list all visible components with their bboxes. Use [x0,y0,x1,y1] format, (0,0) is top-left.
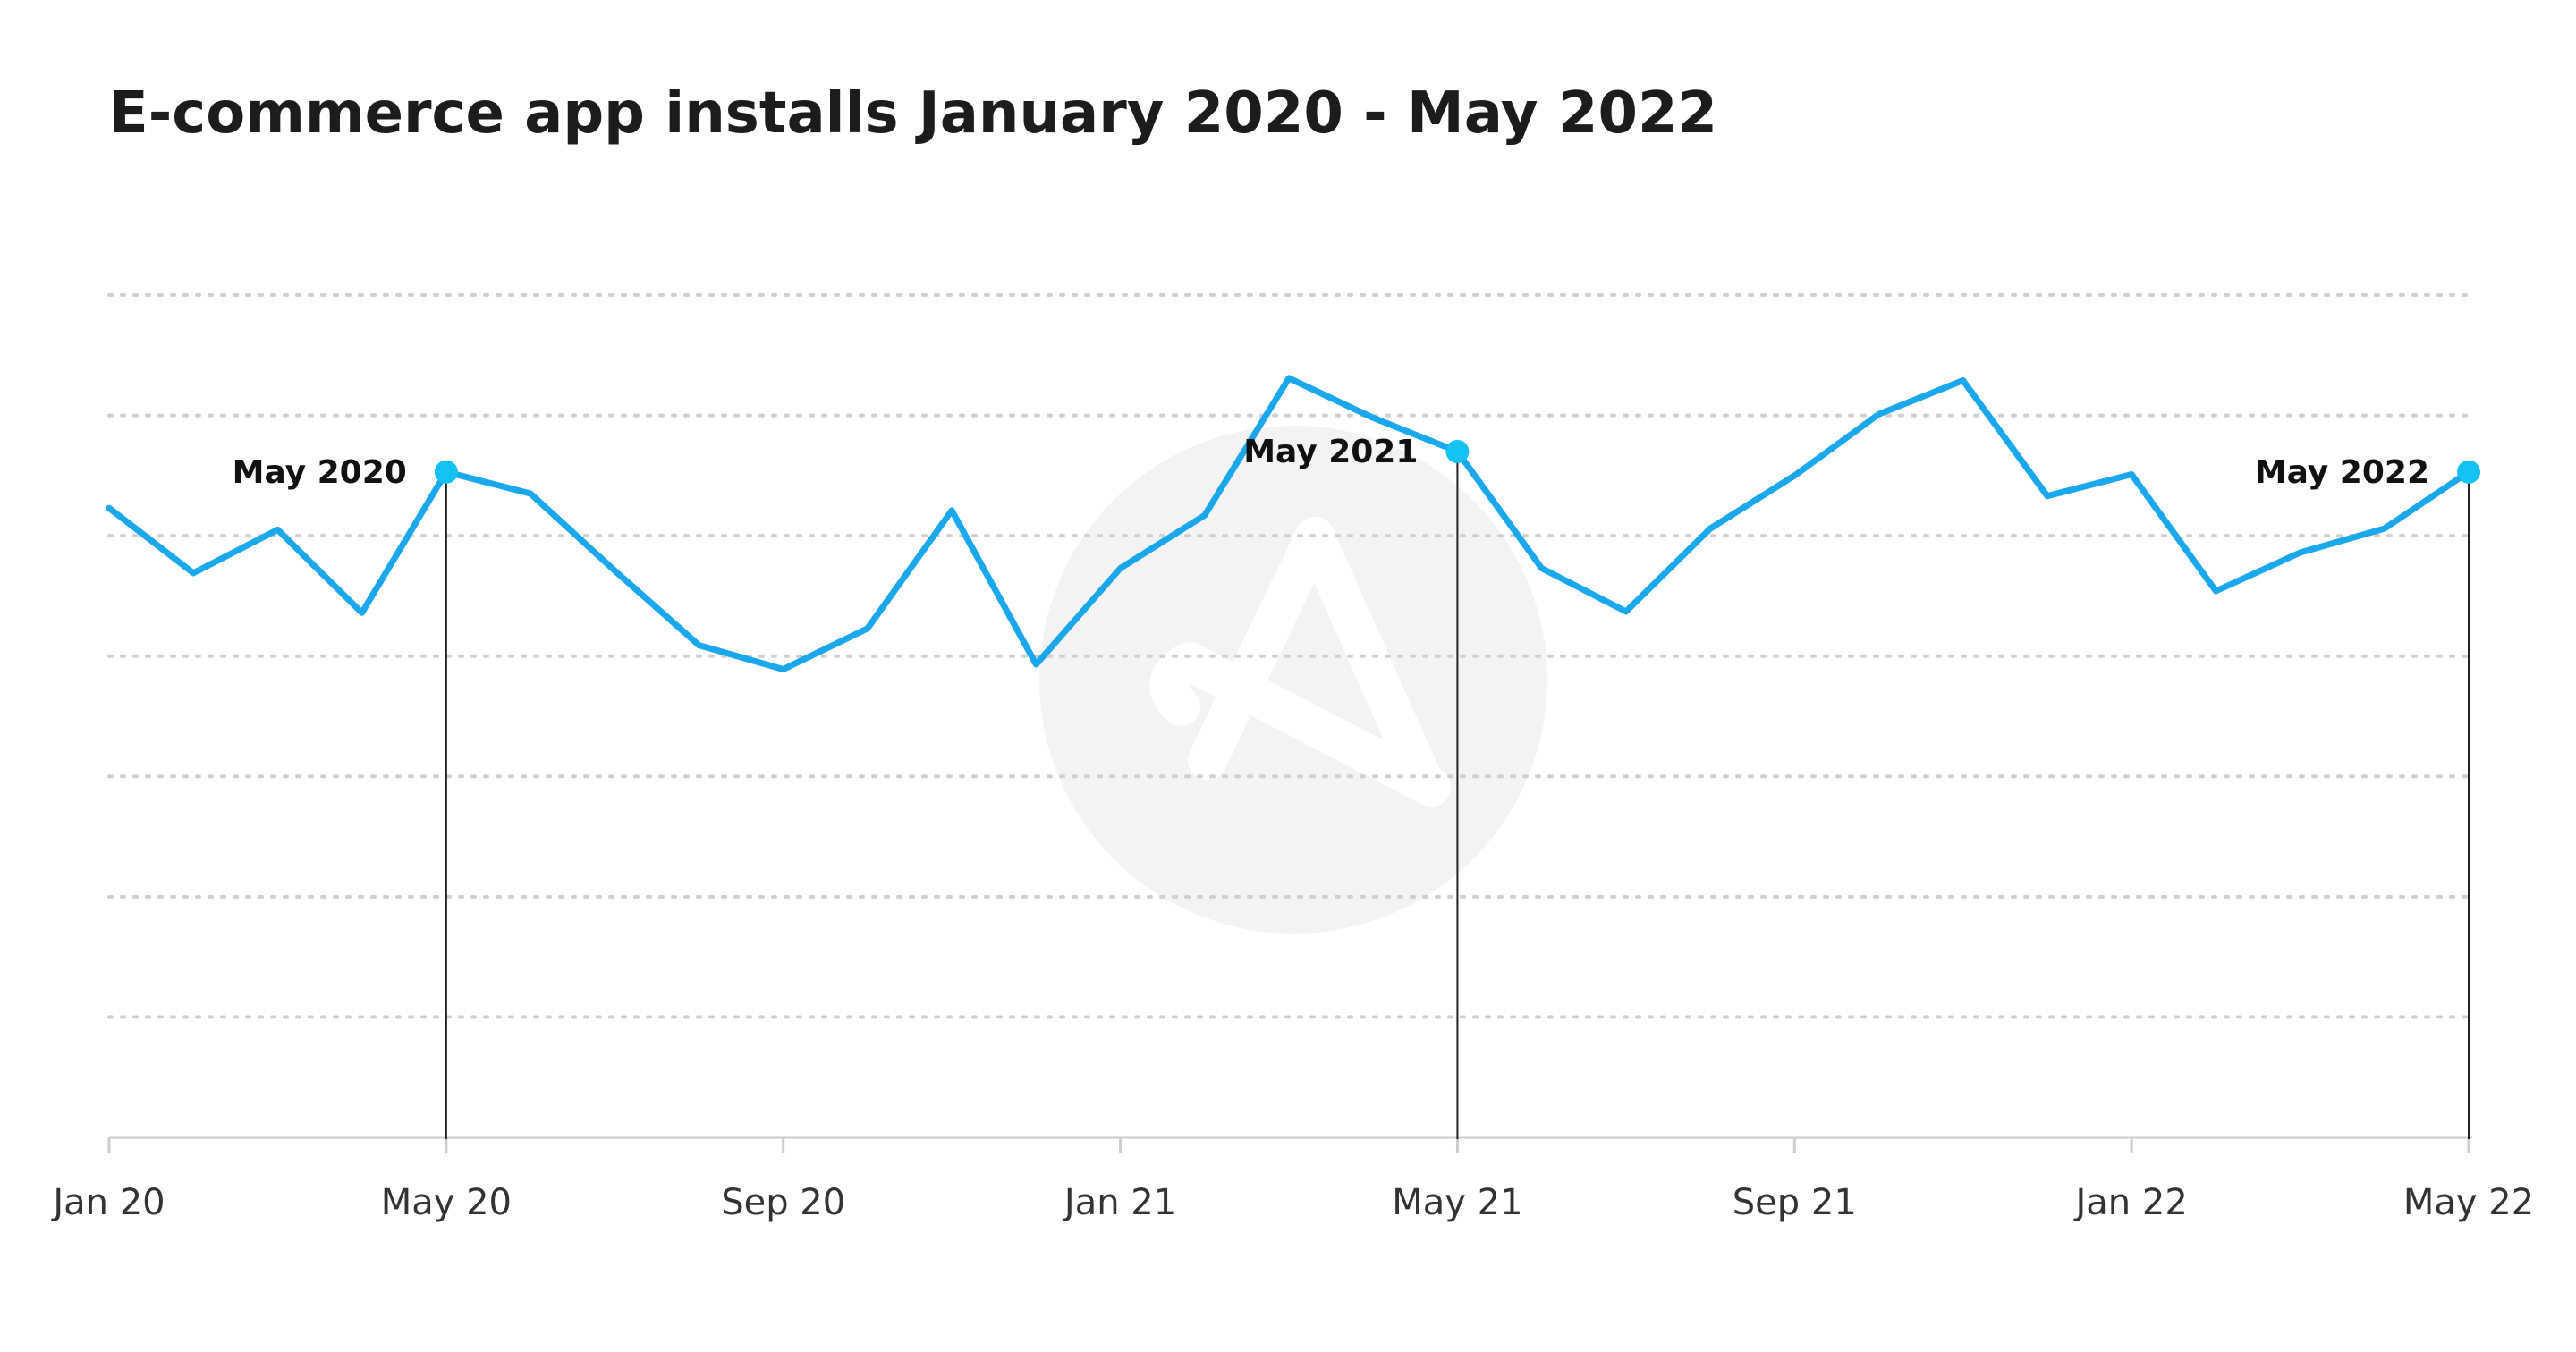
highlight-markers [434,439,2480,484]
x-tick-label-5: Sep 21 [1733,1182,1857,1223]
x-tick-label-7: May 22 [2403,1182,2534,1223]
series-line-0 [106,375,2472,672]
highlight-label-0: May 2020 [233,454,407,491]
highlight-marker-0 [434,460,458,484]
highlight-marker-1 [1445,439,1470,463]
x-tick-label-0: Jan 20 [50,1182,165,1223]
highlight-label-1: May 2021 [1243,434,1418,470]
highlight-labels: May 2020 May 2021 May 2022 [233,434,2429,491]
x-tick-label-4: May 21 [1392,1182,1522,1223]
highlight-marker-2 [2457,460,2480,484]
watermark-circle [1039,426,1547,934]
grid-lines [107,293,2470,1019]
series-layer [106,375,2472,672]
watermark-logo [1039,426,1547,934]
x-tick-label-6: Jan 22 [2073,1182,2188,1223]
highlight-label-2: May 2022 [2255,454,2429,491]
x-tick-label-1: May 20 [381,1182,512,1223]
x-tick-label-3: Jan 21 [1062,1182,1176,1223]
chart-title: E-commerce app installs January 2020 - M… [109,80,1717,147]
x-axis: Jan 20 May 20 Sep 20 Jan 21 May 21 Sep 21 Jan … [50,1136,2534,1223]
marker-drop-lines [445,451,2470,1139]
x-tick-label-2: Sep 20 [721,1182,845,1223]
